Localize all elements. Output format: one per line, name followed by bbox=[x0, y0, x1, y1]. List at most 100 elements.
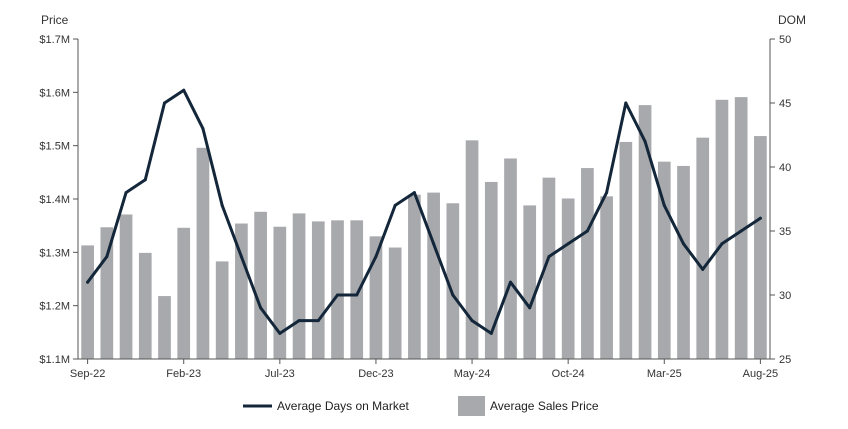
x-tick-label: Aug-25 bbox=[743, 368, 778, 380]
x-tick-label: Oct-24 bbox=[552, 368, 585, 380]
dom-point-Mar-23 bbox=[201, 127, 205, 131]
dom-point-Dec-22 bbox=[143, 178, 147, 182]
axes: $1.1M $1.2M $1.3M $1.4M $1.5M $1.6M $1.7M 25 30 3… bbox=[39, 34, 791, 380]
bar-Aug-24 bbox=[523, 205, 537, 359]
dom-point-Mar-25 bbox=[662, 203, 666, 207]
left-axis-title: Price bbox=[41, 13, 69, 27]
legend-bar-swatch bbox=[458, 396, 485, 416]
legend-bar-label: Average Sales Price bbox=[490, 399, 599, 413]
dom-point-Jun-25 bbox=[720, 242, 724, 246]
bar-Apr-23 bbox=[215, 261, 229, 359]
bar-May-25 bbox=[696, 137, 710, 359]
bar-Aug-25 bbox=[754, 136, 767, 359]
left-tick-label: $1.2M bbox=[39, 301, 70, 313]
bar-Nov-24 bbox=[581, 168, 594, 359]
dom-point-Feb-24 bbox=[412, 191, 416, 195]
right-tick-label: 50 bbox=[779, 34, 791, 46]
bar-Sep-24 bbox=[542, 177, 556, 359]
dom-point-Oct-24 bbox=[566, 242, 570, 246]
bar-Jul-25 bbox=[734, 97, 748, 359]
bar-Apr-25 bbox=[677, 165, 690, 359]
dom-point-Jan-25 bbox=[624, 101, 628, 105]
dom-point-Apr-24 bbox=[451, 293, 455, 297]
dom-point-Aug-24 bbox=[528, 306, 532, 310]
bar-Dec-23 bbox=[369, 236, 383, 359]
bar-Jan-23 bbox=[158, 296, 171, 359]
bar-Oct-24 bbox=[561, 198, 575, 359]
dom-point-Sep-22 bbox=[86, 280, 90, 284]
x-tick-label: Sep-22 bbox=[70, 368, 105, 380]
dom-point-Apr-25 bbox=[682, 242, 685, 246]
right-tick-label: 30 bbox=[779, 290, 791, 302]
bar-Mar-23 bbox=[196, 147, 210, 359]
dom-point-Jan-24 bbox=[393, 203, 397, 207]
left-tick-label: $1.7M bbox=[39, 34, 70, 46]
bar-Jan-25 bbox=[619, 141, 633, 359]
dom-point-Dec-24 bbox=[605, 191, 609, 195]
dom-point-May-24 bbox=[470, 319, 474, 323]
bar-Jun-23 bbox=[254, 211, 267, 359]
bar-Dec-24 bbox=[600, 196, 613, 359]
dom-point-Dec-23 bbox=[374, 255, 378, 259]
dom-point-Feb-25 bbox=[643, 139, 647, 143]
bar-Jan-24 bbox=[388, 247, 402, 359]
x-tick-label: May-24 bbox=[454, 368, 491, 380]
dom-point-May-23 bbox=[239, 255, 243, 259]
dom-point-May-25 bbox=[701, 267, 705, 271]
bar-Feb-23 bbox=[177, 227, 191, 359]
bar-Nov-23 bbox=[350, 220, 364, 359]
bar-Apr-24 bbox=[446, 203, 460, 359]
dom-point-Nov-24 bbox=[585, 229, 589, 233]
x-tick-label: Feb-23 bbox=[166, 368, 201, 380]
bar-Jun-24 bbox=[484, 181, 498, 359]
dom-line bbox=[86, 88, 762, 335]
x-tick-label: Mar-25 bbox=[647, 368, 682, 380]
bar-Dec-22 bbox=[138, 252, 152, 359]
right-tick-label: 40 bbox=[779, 162, 791, 174]
left-tick-label: $1.4M bbox=[39, 194, 70, 206]
bar-Jun-25 bbox=[715, 99, 729, 360]
dom-point-Jan-23 bbox=[163, 101, 166, 105]
dom-point-Jun-23 bbox=[259, 306, 263, 310]
left-tick-label: $1.3M bbox=[39, 247, 70, 259]
dom-point-Jun-24 bbox=[489, 331, 493, 335]
bar-Feb-25 bbox=[638, 105, 652, 359]
line-series bbox=[86, 88, 762, 335]
bar-Feb-24 bbox=[408, 194, 421, 359]
left-tick-label: $1.1M bbox=[39, 354, 70, 366]
dom-point-Aug-25 bbox=[758, 216, 762, 220]
right-tick-label: 25 bbox=[779, 354, 791, 366]
dom-point-Oct-23 bbox=[336, 293, 339, 297]
bar-series bbox=[81, 97, 767, 360]
dom-point-Sep-23 bbox=[316, 319, 320, 323]
bar-Jul-23 bbox=[273, 226, 287, 359]
right-tick-label: 45 bbox=[779, 98, 791, 110]
dom-point-Aug-23 bbox=[297, 319, 301, 323]
legend: Average Days on Market Average Sales Pri… bbox=[243, 396, 599, 416]
right-tick-label: 35 bbox=[779, 226, 791, 238]
dom-point-Nov-22 bbox=[124, 191, 128, 195]
bar-Oct-23 bbox=[331, 220, 344, 359]
dom-point-Jul-25 bbox=[739, 229, 743, 233]
bar-Oct-22 bbox=[100, 227, 114, 359]
dom-point-Jul-23 bbox=[278, 331, 282, 335]
bar-May-23 bbox=[235, 223, 248, 359]
dom-point-Feb-23 bbox=[182, 88, 186, 92]
right-axis-title: DOM bbox=[778, 13, 806, 27]
dom-point-Mar-24 bbox=[432, 242, 436, 246]
legend-line-label: Average Days on Market bbox=[277, 399, 410, 413]
x-tick-label: Dec-23 bbox=[358, 368, 393, 380]
bar-Mar-24 bbox=[427, 192, 440, 359]
dom-point-Oct-22 bbox=[105, 255, 109, 259]
dom-point-Nov-23 bbox=[355, 293, 359, 297]
bar-May-24 bbox=[465, 140, 479, 359]
bar-Sep-22 bbox=[81, 245, 94, 359]
left-tick-label: $1.5M bbox=[39, 141, 70, 153]
left-tick-label: $1.6M bbox=[39, 87, 70, 99]
dom-point-Jul-24 bbox=[509, 280, 512, 284]
x-tick-label: Jul-23 bbox=[265, 368, 295, 380]
bar-Aug-23 bbox=[292, 213, 306, 359]
dom-point-Sep-24 bbox=[547, 255, 551, 259]
